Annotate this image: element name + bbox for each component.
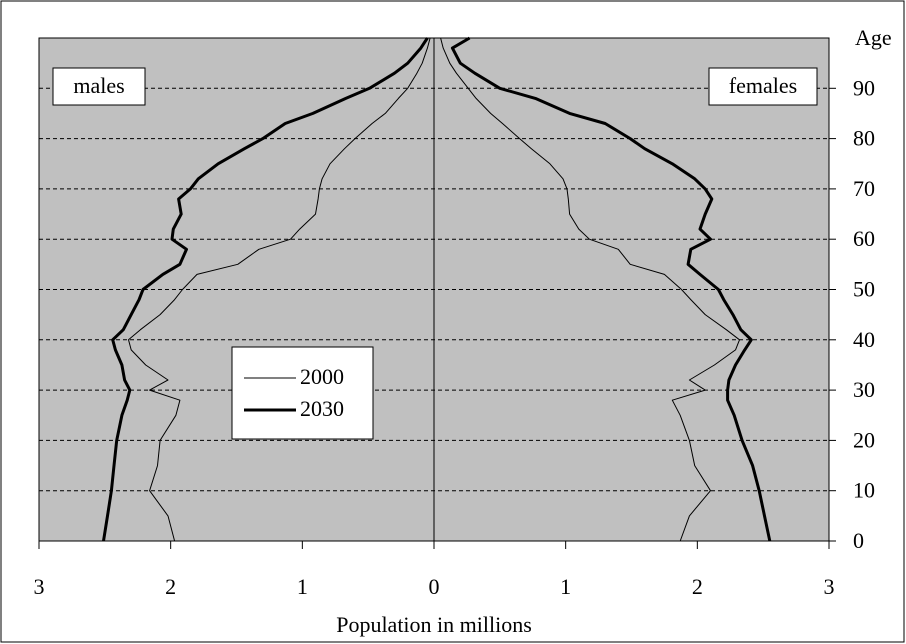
x-tick-label: 2 — [692, 574, 703, 599]
x-tick-label: 2 — [165, 574, 176, 599]
x-tick-label: 1 — [297, 574, 308, 599]
x-tick-label: 1 — [560, 574, 571, 599]
y-tick-label: 20 — [853, 427, 875, 452]
y-tick-label: 80 — [853, 126, 875, 151]
y-tick-label: 50 — [853, 277, 875, 302]
y-tick-label: 0 — [853, 528, 864, 553]
males-label: males — [73, 73, 124, 98]
x-axis-label: Population in millions — [336, 612, 532, 637]
population-line — [128, 37, 431, 542]
x-tick-label: 3 — [34, 574, 45, 599]
y-tick-label: 10 — [853, 478, 875, 503]
y-tick-label: 90 — [853, 75, 875, 100]
x-tick-label: 0 — [429, 574, 440, 599]
y-axis-label: Age — [855, 25, 892, 50]
y-tick-label: 60 — [853, 226, 875, 251]
males-box — [52, 67, 146, 106]
population-line — [450, 36, 772, 542]
females-box — [708, 67, 818, 106]
y-tick-label: 40 — [853, 327, 875, 352]
legend-box — [231, 346, 374, 440]
x-tick-label: 3 — [824, 574, 835, 599]
population-line — [440, 37, 740, 542]
population-line — [102, 37, 429, 542]
y-tick-label: 70 — [853, 176, 875, 201]
legend-label: 2030 — [300, 396, 344, 421]
y-tick-label: 30 — [853, 377, 875, 402]
legend-label: 2000 — [300, 364, 344, 389]
females-label: females — [729, 73, 797, 98]
